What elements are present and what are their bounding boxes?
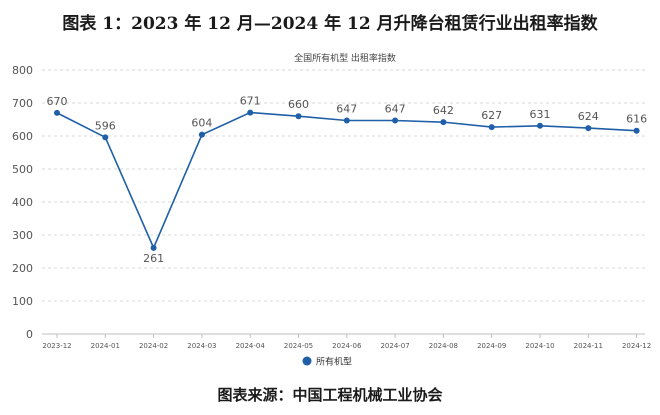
data-label: 647 xyxy=(385,102,406,115)
data-labels: 670 596 261 604 671 660 647 647 642 627 631 624 616 xyxy=(47,95,648,265)
data-point xyxy=(488,124,495,131)
data-label: 647 xyxy=(336,102,357,115)
source-note: 图表来源：中国工程机械工业协会 xyxy=(217,386,443,404)
x-tick-label: 2024-07 xyxy=(380,342,409,350)
x-tick-label: 2024-09 xyxy=(477,342,506,350)
data-label: 261 xyxy=(143,252,164,265)
data-point xyxy=(392,117,399,124)
data-point xyxy=(633,127,640,134)
series-line xyxy=(56,111,637,250)
x-tick-label: 2024-05 xyxy=(284,342,313,350)
data-label: 631 xyxy=(530,108,551,121)
data-point xyxy=(102,134,109,141)
x-tick-label: 2024-10 xyxy=(525,342,554,350)
y-tick-label: 800 xyxy=(12,64,33,77)
data-label: 660 xyxy=(288,98,309,111)
legend-label: 所有机型 xyxy=(316,356,352,368)
data-point xyxy=(198,131,205,138)
data-label: 670 xyxy=(47,95,68,108)
y-tick-label: 700 xyxy=(12,97,33,110)
data-point xyxy=(537,122,543,129)
data-label: 596 xyxy=(95,119,116,132)
data-point xyxy=(343,117,350,124)
series-lines xyxy=(56,111,637,250)
x-axis: 2023-12 2024-01 2024-02 2024-03 2024-04 2024-… xyxy=(42,334,651,350)
data-label: 627 xyxy=(481,109,502,122)
x-tick-label: 2024-08 xyxy=(429,342,458,350)
data-label: 604 xyxy=(191,117,212,130)
x-tick-label: 2024-11 xyxy=(574,342,603,350)
x-tick-label: 2024-02 xyxy=(139,342,168,350)
legend: 所有机型 xyxy=(302,356,352,368)
data-label: 642 xyxy=(433,104,454,117)
chart-subtitle: 全国所有机型 出租率指数 xyxy=(294,52,396,64)
gridlines xyxy=(42,69,645,335)
legend-swatch xyxy=(302,356,312,366)
y-axis-ticks: 0 100 200 300 400 500 600 700 800 xyxy=(12,64,33,341)
y-tick-label: 600 xyxy=(12,130,33,143)
y-tick-label: 0 xyxy=(26,328,33,341)
data-point xyxy=(150,244,157,251)
data-point xyxy=(440,119,447,126)
x-tick-label: 2024-04 xyxy=(236,342,266,350)
data-point xyxy=(295,113,302,120)
data-point xyxy=(247,109,254,116)
y-tick-label: 500 xyxy=(12,163,33,176)
x-tick-label: 2024-12 xyxy=(622,342,651,350)
x-tick-label: 2024-03 xyxy=(187,342,216,350)
y-tick-label: 400 xyxy=(12,196,33,209)
x-tick-label: 2024-06 xyxy=(332,342,362,350)
figure-title: 图表 1：2023 年 12 月—2024 年 12 月升降台租赁行业出租率指数 xyxy=(62,14,598,34)
data-label: 671 xyxy=(240,95,261,108)
y-tick-label: 300 xyxy=(12,229,33,242)
y-tick-label: 200 xyxy=(12,262,33,275)
y-tick-label: 100 xyxy=(12,295,33,308)
data-label: 616 xyxy=(626,113,647,126)
x-tick-label: 2024-01 xyxy=(91,342,120,350)
x-tick-label: 2023-12 xyxy=(42,342,71,350)
data-point xyxy=(54,109,60,116)
data-point xyxy=(585,125,592,132)
data-label: 624 xyxy=(578,110,599,123)
data-points xyxy=(54,109,640,251)
